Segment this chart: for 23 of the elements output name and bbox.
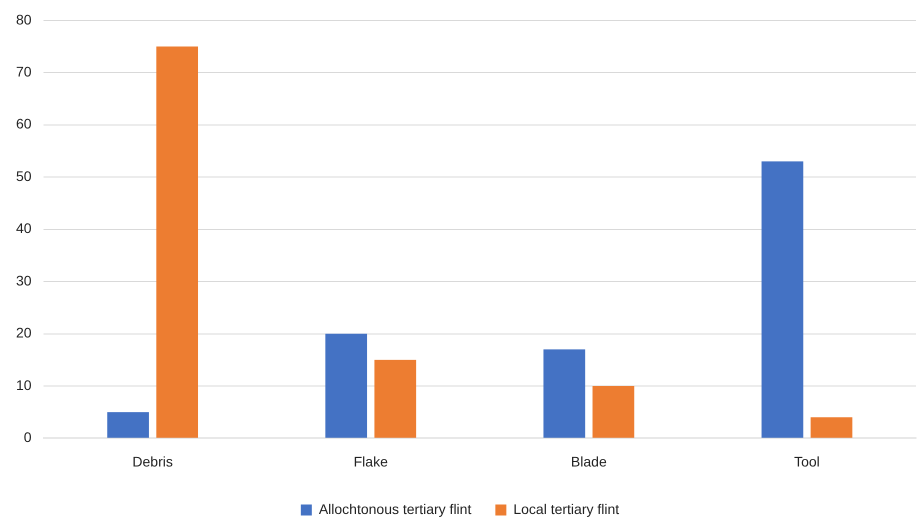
y-tick-label: 60 — [16, 116, 32, 132]
y-tick-label: 10 — [16, 376, 32, 393]
y-tick-label: 30 — [16, 272, 32, 288]
x-tick-label: Debris — [132, 453, 173, 470]
x-tick-label: Tool — [794, 453, 820, 470]
x-tick-label: Flake — [354, 453, 388, 470]
y-tick-label: 20 — [16, 324, 32, 341]
bar — [762, 161, 804, 438]
bar — [374, 360, 416, 438]
bar — [592, 386, 634, 438]
bar — [107, 412, 149, 438]
bar — [325, 334, 368, 438]
legend-label: Allochtonous tertiary flint — [318, 500, 472, 517]
bar — [543, 349, 586, 438]
y-tick-label: 70 — [16, 63, 32, 80]
x-tick-label: Blade — [570, 453, 607, 470]
legend-label: Local tertiary flint — [513, 500, 620, 517]
bar — [156, 46, 198, 438]
y-tick-label: 50 — [16, 168, 32, 184]
y-tick-label: 80 — [16, 11, 32, 28]
y-tick-label: 40 — [16, 220, 32, 236]
bar — [810, 417, 852, 438]
y-tick-label: 0 — [24, 429, 32, 446]
